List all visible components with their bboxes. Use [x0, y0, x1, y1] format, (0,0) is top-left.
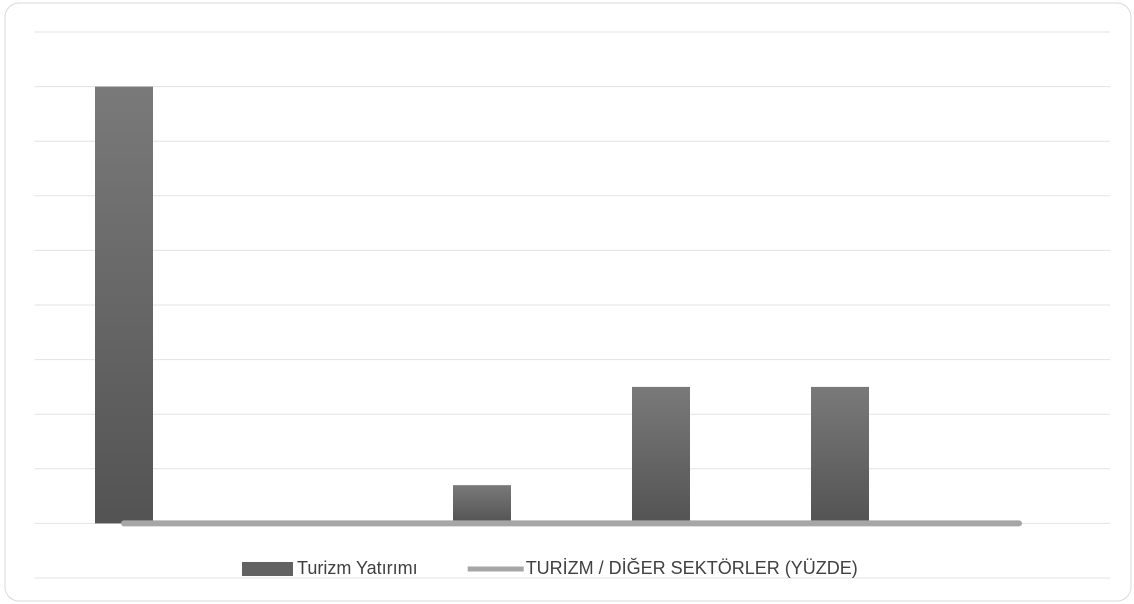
- bar-shade: [632, 386, 690, 524]
- bar-shade: [95, 86, 153, 524]
- bar-shade: [811, 386, 869, 524]
- legend-swatch: [242, 562, 293, 576]
- chart-border: [4, 2, 1132, 602]
- legend-label: TURİZM / DİĞER SEKTÖRLER (YÜZDE): [526, 557, 858, 578]
- bar-shade: [453, 485, 511, 524]
- legend-label: Turizm Yatırımı: [297, 558, 418, 578]
